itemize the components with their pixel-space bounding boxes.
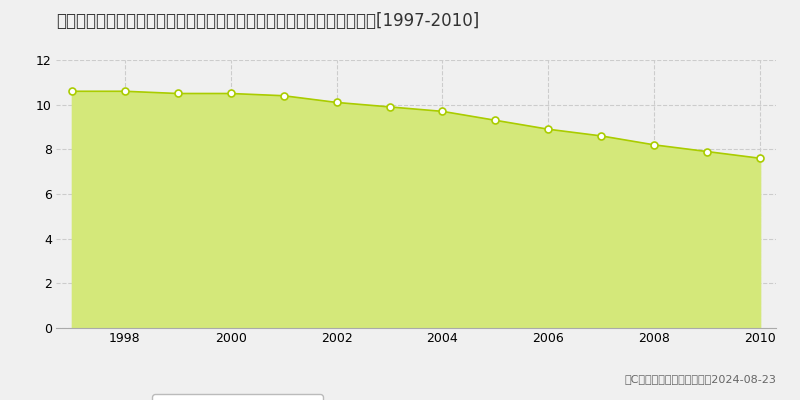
Text: 福島県双葉郡浪江町大字川添字サク田１７番１　基準地価格　地価推移[1997-2010]: 福島県双葉郡浪江町大字川添字サク田１７番１ 基準地価格 地価推移[1997-20… <box>56 12 479 30</box>
Text: （C）土地価格ドットコム　2024-08-23: （C）土地価格ドットコム 2024-08-23 <box>624 374 776 384</box>
Legend: 基準地価格 平均嵪単価(万円/嵪): 基準地価格 平均嵪単価(万円/嵪) <box>152 394 322 400</box>
